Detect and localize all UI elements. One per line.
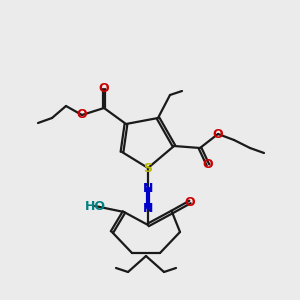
Text: S: S — [143, 161, 152, 175]
Text: O: O — [185, 196, 195, 208]
Text: N: N — [143, 202, 153, 214]
Text: O: O — [77, 109, 87, 122]
Text: O: O — [203, 158, 213, 172]
Text: N: N — [143, 182, 153, 194]
Text: O: O — [213, 128, 223, 140]
Text: HO: HO — [85, 200, 106, 212]
Text: O: O — [99, 82, 109, 95]
